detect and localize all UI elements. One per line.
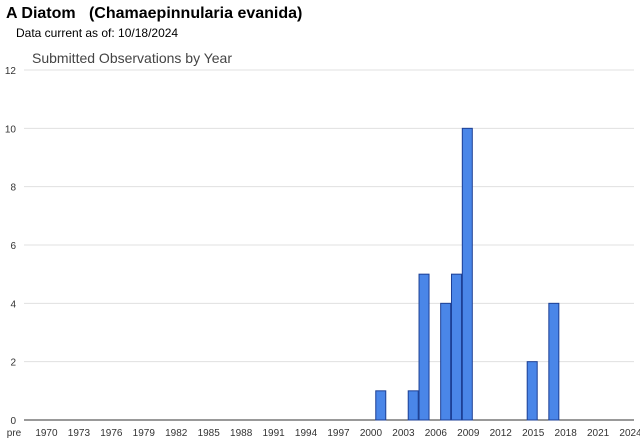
x-tick-label: 1970 <box>35 428 58 439</box>
y-tick-label: 8 <box>10 183 16 194</box>
x-tick-label: 2009 <box>457 428 480 439</box>
x-tick-label: 2000 <box>360 428 383 439</box>
chart-title: Submitted Observations by Year <box>32 50 233 66</box>
bar-2002 <box>375 390 387 421</box>
species-title: A Diatom (Chamaepinnularia evanida) <box>6 5 303 22</box>
bar-2006 <box>418 273 430 421</box>
x-tick-label: 2021 <box>587 428 610 439</box>
data-current-date: Data current as of: 10/18/2024 <box>16 26 179 40</box>
x-tick-label: 1991 <box>262 428 285 439</box>
x-tick-label: 2003 <box>392 428 415 439</box>
x-tick-label: 2006 <box>425 428 448 439</box>
x-tick-label: 1997 <box>327 428 350 439</box>
x-tick-label: 1979 <box>133 428 156 439</box>
x-tick-label: 1973 <box>68 428 91 439</box>
observations-chart: Submitted Observations by Year 0 2 4 6 8 10 12… <box>0 44 640 442</box>
y-tick-label: 2 <box>10 358 16 369</box>
x-tick-label: 2012 <box>490 428 513 439</box>
x-tick-label: 1988 <box>230 428 253 439</box>
bar-2010 <box>461 127 473 421</box>
y-tick-label: 10 <box>5 124 17 135</box>
x-tick-label: 2015 <box>522 428 545 439</box>
bar-2018 <box>548 302 560 421</box>
x-tick-label: 1982 <box>165 428 188 439</box>
x-tick-label: pre <box>7 428 22 439</box>
bar-2008 <box>440 302 452 421</box>
x-tick-label: 1994 <box>295 428 318 439</box>
y-tick-label: 12 <box>5 66 17 77</box>
bar-2016 <box>526 361 538 421</box>
y-tick-label: 6 <box>10 241 16 252</box>
bar-2005 <box>407 390 419 421</box>
bar-2009 <box>450 273 462 421</box>
y-tick-label: 4 <box>10 299 16 310</box>
x-tick-label: 1985 <box>198 428 221 439</box>
x-tick-label: 2024 <box>619 428 640 439</box>
x-tick-label: 2018 <box>555 428 578 439</box>
y-tick-label: 0 <box>10 416 16 427</box>
x-tick-label: 1976 <box>100 428 123 439</box>
chart-plot: 0 2 4 6 8 10 12 pre 1970 1973 1976 1979 1982 1985 1988… <box>5 66 640 439</box>
